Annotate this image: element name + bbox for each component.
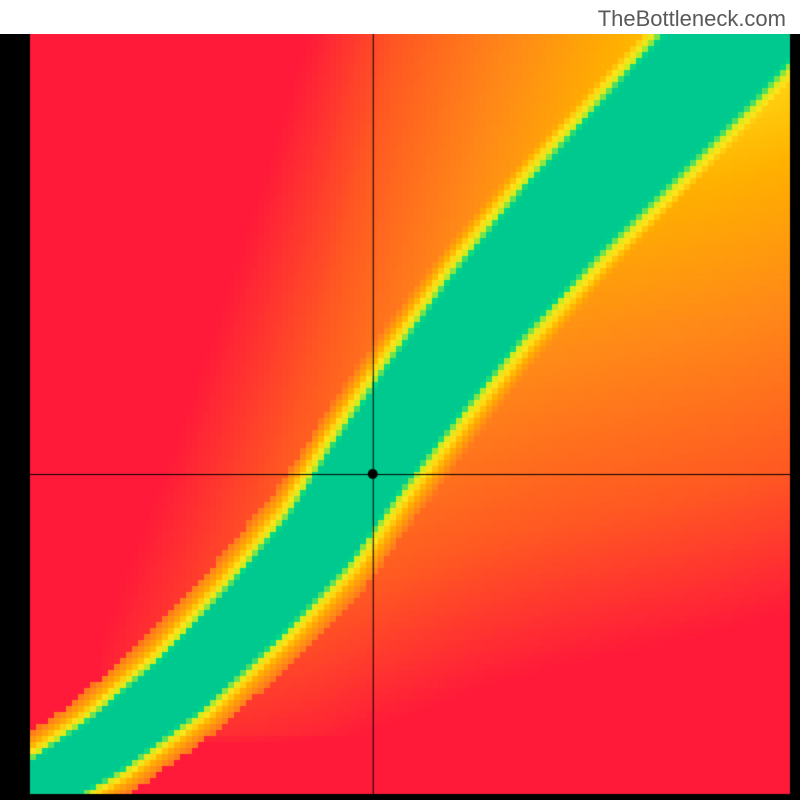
watermark-label: TheBottleneck.com	[598, 6, 786, 31]
heatmap-canvas	[0, 0, 800, 800]
chart-container: TheBottleneck.com	[0, 0, 800, 800]
watermark-text-overlay: TheBottleneck.com	[598, 6, 786, 32]
